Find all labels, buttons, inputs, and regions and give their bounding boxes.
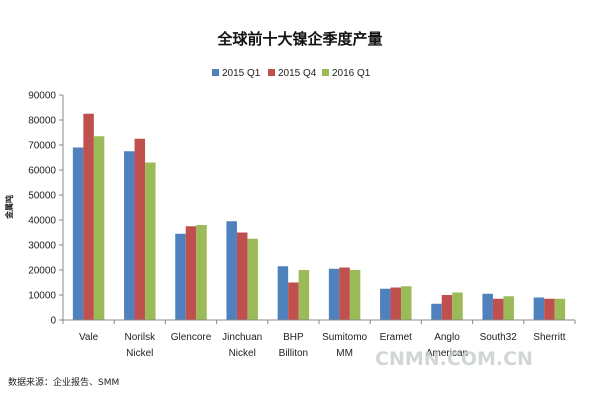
legend-label: 2016 Q1 [332, 68, 371, 79]
watermark: CNMN.COM.CN [375, 348, 533, 370]
legend-label: 2015 Q1 [222, 68, 261, 79]
bar-2016-q1 [247, 238, 258, 320]
bar-2015-q1 [72, 147, 84, 320]
bar-2015-q4 [185, 226, 197, 320]
y-tick-label: 10000 [28, 291, 56, 302]
bar-2015-q1 [431, 303, 442, 320]
y-tick-label: 60000 [28, 166, 56, 177]
category-label: Eramet [380, 332, 412, 343]
category-label: Anglo American [426, 332, 468, 359]
bar-2015-q1 [328, 268, 340, 320]
bar-2015-q4 [236, 232, 248, 320]
bar-2015-q1 [124, 151, 135, 320]
bar-2015-q4 [339, 267, 350, 320]
y-tick-label: 40000 [28, 216, 56, 227]
bar-2015-q4 [544, 298, 555, 320]
y-axis-label: 金属吨 [4, 195, 14, 220]
legend-label: 2015 Q4 [278, 68, 317, 79]
category-label: South32 [480, 332, 518, 343]
bar-2015-q1 [226, 221, 237, 320]
bar-2016-q1 [349, 270, 361, 320]
bar-2015-q4 [83, 113, 94, 320]
bar-2016-q1 [503, 296, 514, 320]
legend-swatch [268, 69, 275, 76]
bar-2016-q1 [298, 270, 310, 320]
bar-2015-q1 [533, 297, 545, 320]
legend: 2015 Q1 2015 Q4 2016 Q1 [212, 68, 371, 79]
category-label: BHP Billiton [279, 332, 308, 359]
bar-2016-q1 [145, 162, 156, 320]
bar-2015-q4 [288, 282, 299, 320]
bar-2015-q4 [441, 295, 453, 320]
bar-2015-q4 [134, 138, 146, 320]
bar-2016-q1 [401, 286, 412, 320]
category-label: Sherritt [533, 332, 565, 343]
y-tick-label: 70000 [28, 141, 56, 152]
bar-2015-q1 [482, 293, 493, 320]
y-axis: 0 10000 20000 30000 40000 50000 60000 70000 8000… [28, 91, 64, 327]
bar-2016-q1 [196, 225, 207, 320]
bar-2015-q4 [492, 298, 504, 320]
bar-2016-q1 [554, 298, 566, 320]
category-label: Glencore [171, 332, 212, 343]
y-tick-label: 90000 [28, 91, 56, 102]
category-label: Sumitomo MM [322, 332, 367, 359]
bar-2015-q1 [175, 233, 186, 320]
x-axis: Vale Norilsk Nickel Glencore Jinchuan Nickel B… [62, 319, 576, 359]
legend-swatch [322, 69, 329, 76]
bars [72, 113, 566, 320]
category-label: Vale [79, 332, 99, 343]
y-tick-label: 80000 [28, 116, 56, 127]
y-tick-label: 30000 [28, 241, 56, 252]
bar-2015-q4 [390, 287, 402, 320]
y-tick-label: 0 [50, 316, 56, 327]
source-note: 数据来源：企业报告、SMM [8, 376, 119, 388]
legend-swatch [212, 69, 219, 76]
chart-title: 全球前十大镍企季度产量 [216, 30, 382, 48]
y-tick-label: 20000 [28, 266, 56, 277]
y-tick-label: 50000 [28, 191, 56, 202]
bar-2015-q1 [277, 266, 289, 320]
category-label: Jinchuan Nickel [222, 332, 262, 359]
bar-2016-q1 [452, 292, 463, 320]
bar-2016-q1 [93, 136, 105, 320]
bar-2015-q1 [380, 288, 391, 320]
category-label: Norilsk Nickel [125, 332, 157, 359]
